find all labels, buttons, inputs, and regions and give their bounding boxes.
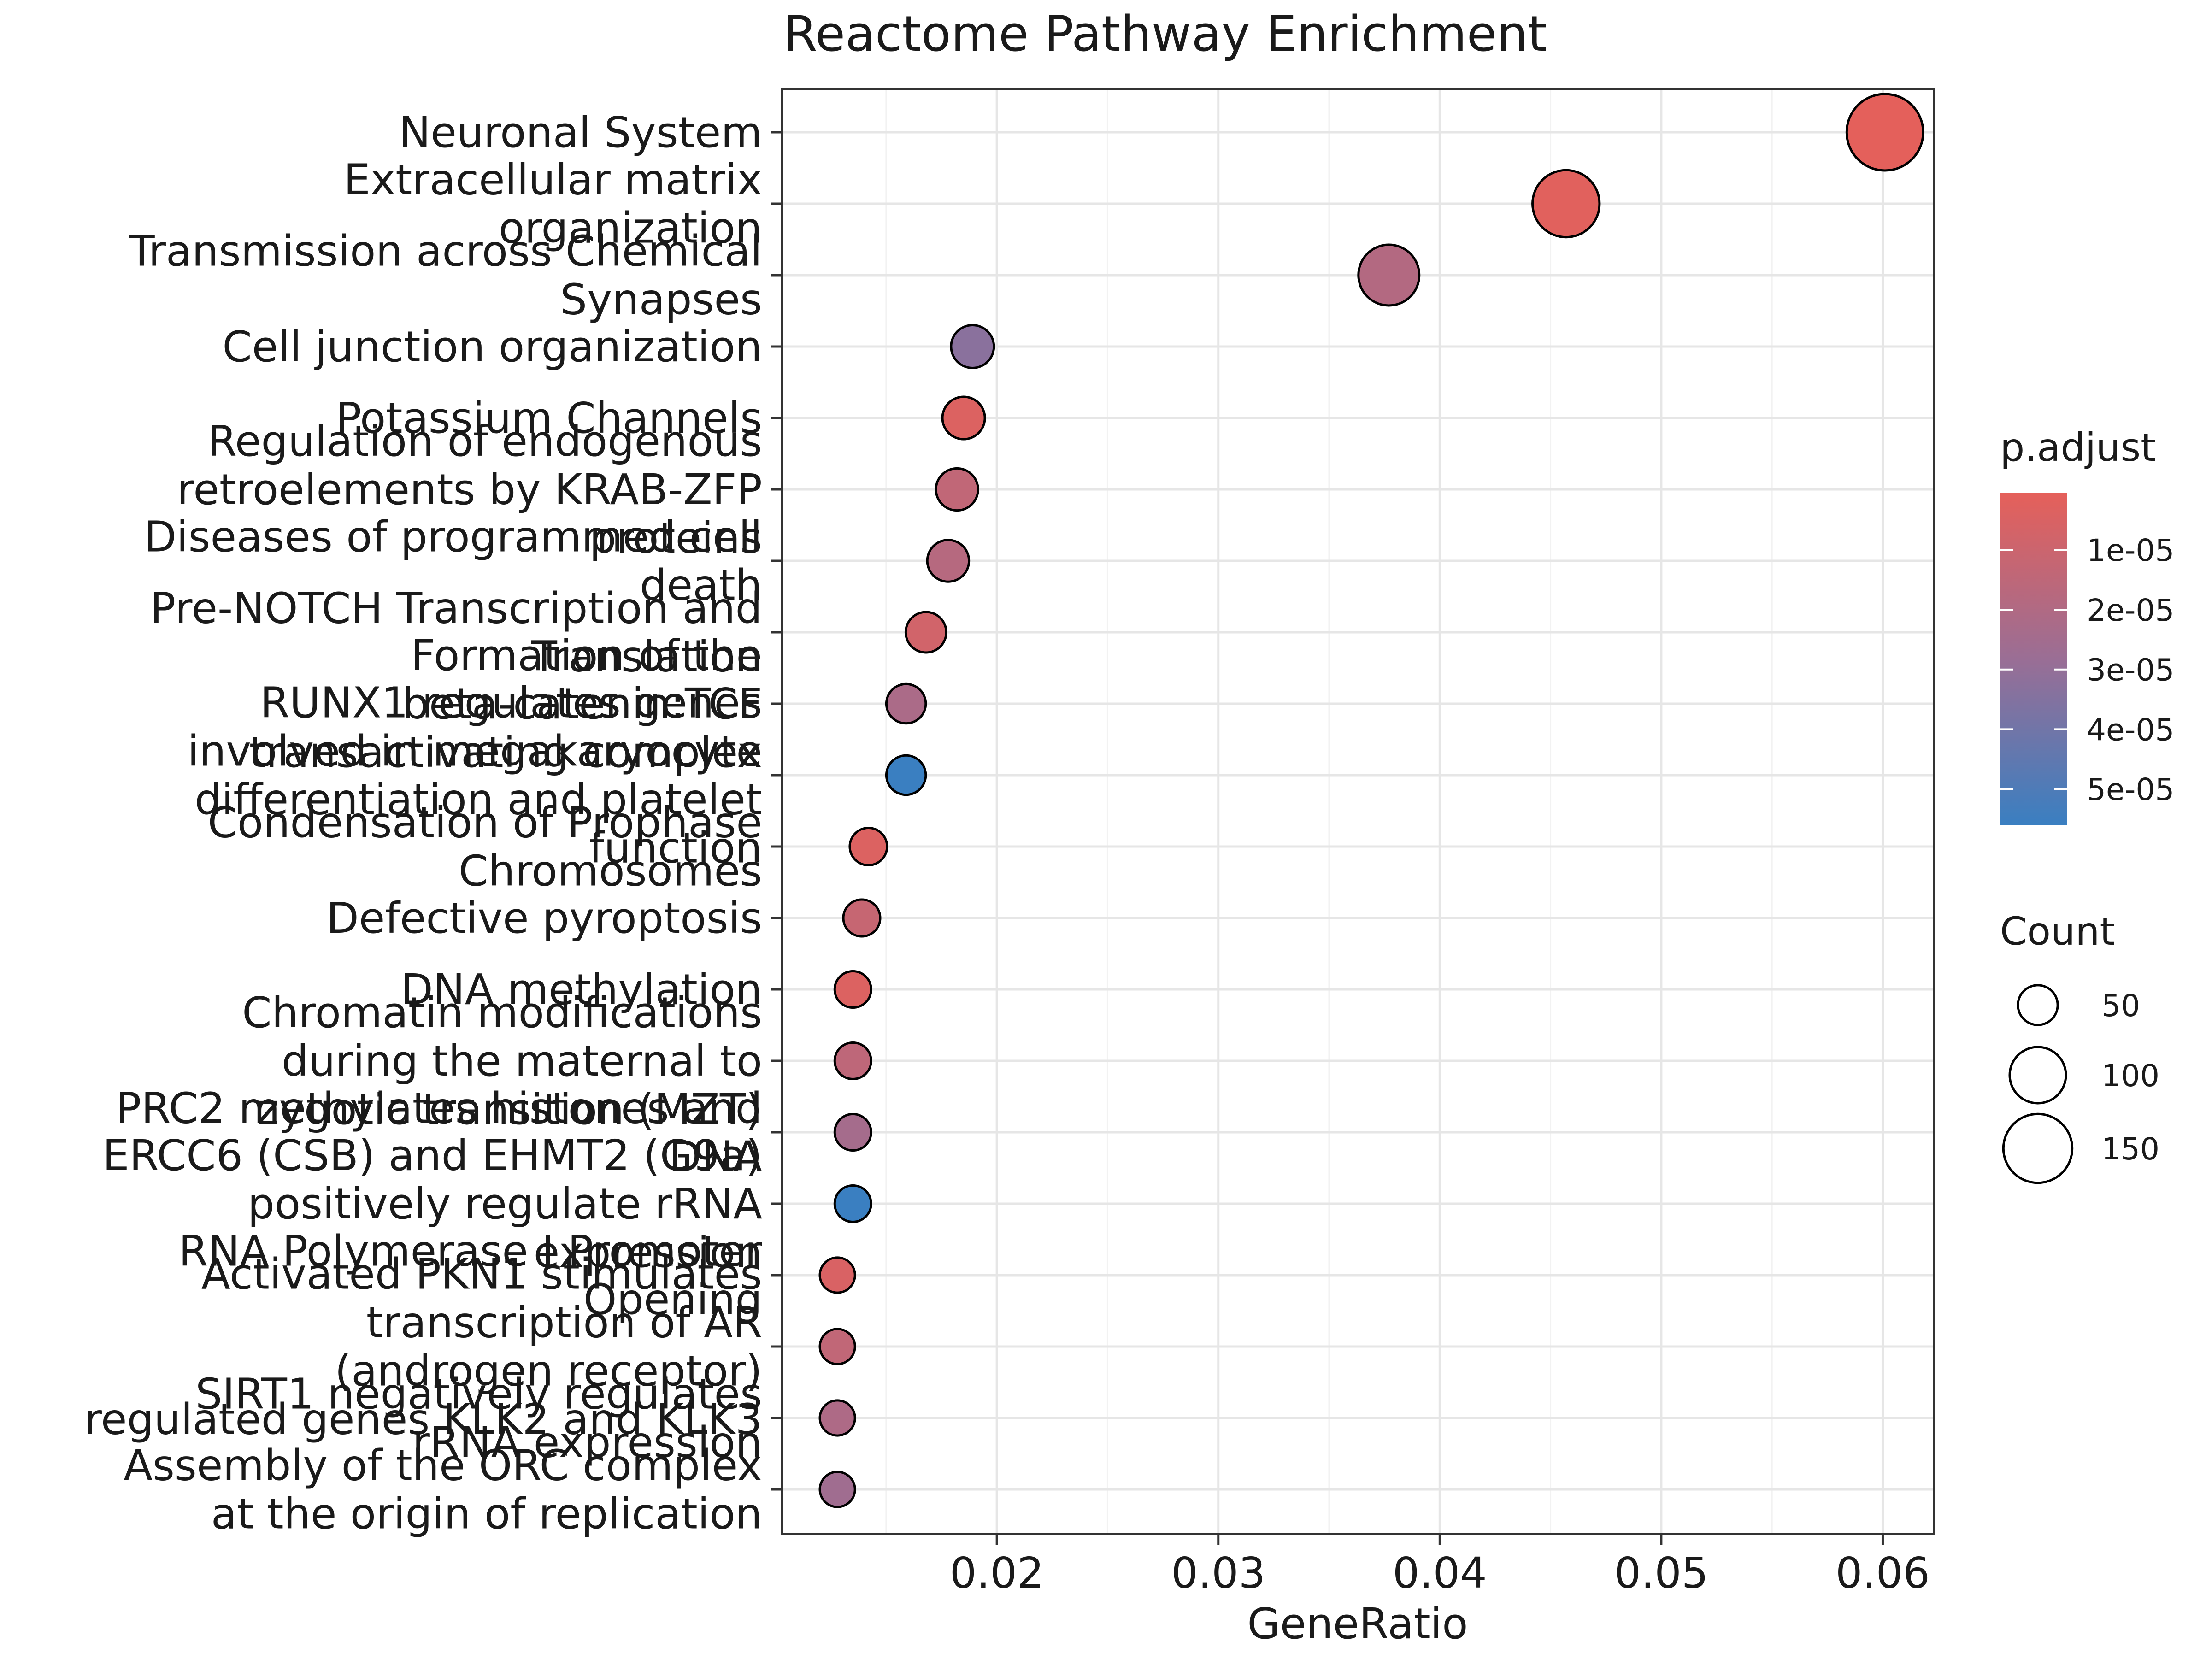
data-point bbox=[833, 1041, 872, 1081]
size-legend-items: 50 100 150 bbox=[2002, 984, 2159, 1184]
y-tick-label: regulated genes KLK2 and KLK3 bbox=[84, 1395, 762, 1444]
y-tick-label: Extracellular matrix bbox=[344, 155, 762, 205]
y-tick-label: ERCC6 (CSB) and EHMT2 (G9a) bbox=[103, 1131, 762, 1180]
color-legend-tick-label: 2e-05 bbox=[2087, 593, 2174, 628]
y-tick-label: Cell junction organization bbox=[223, 322, 762, 371]
y-tick-label: Defective pyroptosis bbox=[326, 894, 762, 943]
data-point bbox=[842, 898, 882, 938]
y-tick-label: DNA bbox=[669, 1132, 762, 1182]
data-point bbox=[950, 324, 995, 369]
data-point bbox=[935, 467, 979, 512]
x-tick-label: 0.06 bbox=[1835, 1548, 1930, 1598]
y-tick-label: Formation of the bbox=[411, 631, 762, 680]
data-point bbox=[818, 1471, 856, 1508]
data-point bbox=[833, 1112, 872, 1152]
y-tick-label: RNA Polymerase I Promoter bbox=[179, 1227, 763, 1276]
x-tick-label: 0.04 bbox=[1393, 1548, 1487, 1598]
x-tick-label: 0.03 bbox=[1171, 1548, 1265, 1598]
data-point bbox=[848, 827, 888, 866]
size-legend-label: 50 bbox=[2101, 988, 2140, 1024]
x-axis-title: GeneRatio bbox=[1247, 1599, 1468, 1648]
chart-title: Reactome Pathway Enrichment bbox=[783, 6, 1547, 62]
y-tick-label: expression bbox=[534, 1228, 762, 1277]
color-legend-tick-label: 1e-05 bbox=[2087, 533, 2174, 568]
y-tick-label: at the origin of replication bbox=[211, 1489, 762, 1539]
color-legend-title: p.adjust bbox=[2000, 425, 2156, 470]
color-legend-ticks: 1e-05 2e-05 3e-05 4e-05 5e-05 bbox=[2000, 533, 2174, 807]
y-tick-label: Diseases of programmed cell bbox=[144, 512, 762, 562]
x-axis: 0.02 0.03 0.04 0.05 0.06 bbox=[950, 1534, 1930, 1598]
y-tick-label: Regulation of endogenous bbox=[207, 417, 762, 466]
y-tick-label: RUNX1 regulates genes bbox=[260, 678, 762, 728]
y-tick-label: Chromatin modifications bbox=[242, 988, 762, 1037]
x-tick-label: 0.05 bbox=[1614, 1548, 1708, 1598]
y-tick-label: proteins bbox=[589, 513, 762, 563]
size-legend-label: 100 bbox=[2101, 1058, 2159, 1094]
y-tick-label: Activated PKN1 stimulates bbox=[201, 1250, 762, 1299]
y-tick-label: Pre-NOTCH Transcription and bbox=[150, 584, 762, 633]
y-tick-label: zygotic transition (MZT) bbox=[257, 1085, 762, 1134]
points bbox=[818, 93, 1924, 1508]
size-legend: Count 50 100 150 bbox=[2000, 909, 2159, 1184]
y-tick-label: positively regulate rRNA bbox=[247, 1179, 762, 1229]
color-legend-tick-label: 4e-05 bbox=[2087, 712, 2174, 747]
y-tick-label: Condensation of Prophase bbox=[208, 798, 762, 847]
y-tick-label: retroelements by KRAB-ZFP bbox=[177, 465, 762, 514]
data-point bbox=[1531, 169, 1601, 239]
size-legend-title: Count bbox=[2000, 909, 2115, 954]
y-tick-label: involved in megakaryocyte bbox=[188, 727, 762, 776]
data-point bbox=[818, 1328, 856, 1365]
data-point bbox=[818, 1399, 856, 1437]
y-tick-label: PRC2 methylates histones and bbox=[116, 1084, 762, 1133]
size-legend-circle bbox=[2002, 1112, 2074, 1184]
y-tick-label: beta-catenin:TCF bbox=[402, 679, 762, 729]
y-tick-label: SIRT1 negatively regulates bbox=[195, 1370, 762, 1419]
size-legend-circle bbox=[2008, 1046, 2067, 1105]
y-tick-label: during the maternal to bbox=[282, 1036, 762, 1086]
y-tick-label: Translation bbox=[531, 632, 762, 682]
y-tick-label: transcription of AR bbox=[366, 1298, 762, 1347]
color-legend-tick-label: 5e-05 bbox=[2087, 772, 2174, 807]
y-tick-label: Synapses bbox=[560, 275, 762, 324]
data-point bbox=[833, 1184, 872, 1224]
y-tick-label: Chromosomes bbox=[459, 847, 762, 896]
size-legend-circle bbox=[2017, 984, 2059, 1026]
y-tick-label: Transmission across Chemical bbox=[128, 227, 762, 276]
data-point bbox=[818, 1256, 856, 1294]
plot-panel-border bbox=[781, 88, 1935, 1535]
y-tick-label: differentiation and platelet bbox=[194, 775, 762, 824]
size-legend-label: 150 bbox=[2101, 1131, 2159, 1167]
grid-minor bbox=[885, 89, 1773, 1534]
data-point bbox=[1357, 243, 1421, 307]
data-point bbox=[926, 539, 971, 583]
y-tick-label: organization bbox=[499, 204, 762, 253]
y-tick-label: DNA methylation bbox=[400, 965, 762, 1014]
data-point bbox=[941, 395, 986, 441]
y-tick-label: Opening bbox=[583, 1275, 762, 1324]
data-point bbox=[833, 970, 872, 1009]
y-tick-label: Potassium Channels bbox=[336, 394, 762, 443]
color-legend-tick-label: 3e-05 bbox=[2087, 653, 2174, 688]
y-tick-label: Neuronal System bbox=[399, 108, 762, 157]
data-point bbox=[885, 682, 927, 725]
color-legend: p.adjust 1e-05 2e-05 3e-05 4e-05 5e-05 bbox=[2000, 425, 2174, 825]
y-tick-label: Assembly of the ORC complex bbox=[124, 1441, 762, 1490]
y-tick-label: rRNA expression bbox=[412, 1418, 762, 1467]
data-point bbox=[904, 611, 947, 654]
data-point bbox=[885, 754, 927, 796]
x-tick-label: 0.02 bbox=[950, 1548, 1044, 1598]
y-tick-label: (androgen receptor) bbox=[335, 1347, 762, 1396]
y-tick-label: transactivating complex bbox=[249, 728, 762, 777]
y-tick-label: function bbox=[589, 824, 762, 873]
data-point bbox=[1845, 93, 1924, 172]
grid-major bbox=[782, 89, 1934, 1534]
y-tick-label: death bbox=[640, 561, 762, 610]
color-legend-bar bbox=[2000, 493, 2067, 825]
